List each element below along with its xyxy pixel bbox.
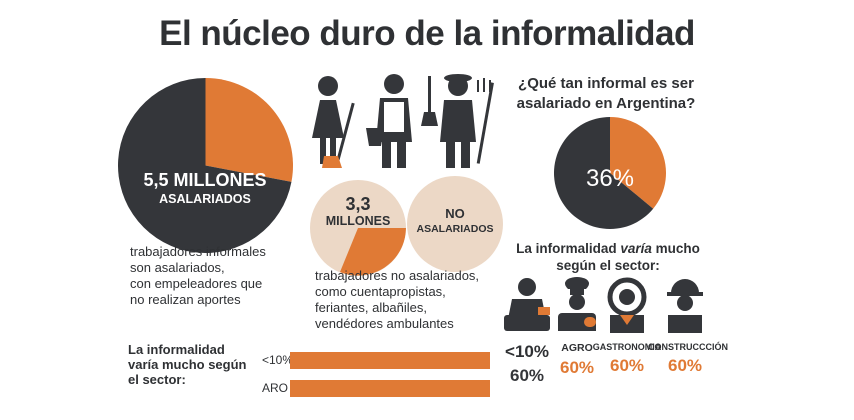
sector-label: AGRO: [561, 342, 593, 354]
people-illustration: [312, 74, 494, 168]
sector-item: GASTRONOMIA 60%: [590, 277, 664, 376]
big-number: 5,5 MILLONES: [143, 170, 267, 190]
middle-description: trabajadores no asalariados, como cuenta…: [315, 268, 515, 332]
no-salaried-line2: ASALARIADOS: [416, 223, 494, 235]
page-title: El núcleo duro de la informalidad: [159, 14, 695, 53]
bar-label: <10%: [262, 353, 294, 367]
sector-title-post: mucho: [655, 241, 700, 256]
left-desc-line: no realizan aportes: [130, 292, 241, 307]
construction-worker-icon: [667, 279, 703, 333]
pie-slice-informal: [610, 117, 666, 209]
bar-label: ARO: [262, 381, 289, 395]
bottom-text: La informalidad varía mucho según el sec…: [128, 342, 268, 387]
left-desc-line: trabajadores informales: [130, 244, 266, 259]
sector-title-pre: La informalidad: [516, 241, 617, 256]
sector-value: 60%: [509, 366, 545, 385]
left-desc-line: con empeleadores que: [130, 276, 263, 291]
millions-number: 3,3: [345, 194, 371, 214]
sector-item: CONSTRUCCCIÓN 60%: [648, 277, 728, 376]
pie-percent-label: 36%: [585, 165, 635, 192]
question-line: ¿Qué tan informal es ser: [518, 75, 694, 92]
bottom-text-line: varía mucho según: [128, 357, 247, 372]
pie-slice-rest: [118, 78, 292, 253]
sector-item: AGRO 60%: [540, 277, 614, 378]
sector-value: 60%: [559, 358, 595, 377]
pie-slice-highlight: [205, 78, 293, 182]
mid-desc-line: vendédores ambulantes: [315, 316, 454, 331]
millions-circle: 3,3 MILLONES: [310, 180, 406, 276]
mid-desc-line: trabajadores no asalariados,: [315, 268, 480, 283]
question-line: asalariado en Argentina?: [516, 95, 696, 112]
big-label: ASALARIADOS: [159, 192, 251, 206]
bar: [290, 380, 490, 397]
mid-desc-line: como cuentapropistas,: [315, 284, 446, 299]
small-pie-chart: [554, 117, 666, 229]
bottom-text-line: el sector:: [128, 372, 186, 387]
bar: [290, 352, 490, 369]
pie-slice-rest: [554, 117, 654, 229]
sector-value: 60%: [609, 356, 645, 375]
sector-title-line2: según el sector:: [556, 258, 660, 273]
sector-title: La informalidad varía mucho según el sec…: [492, 240, 724, 274]
bottom-text-line: La informalidad: [128, 342, 225, 357]
left-desc-line: son asalariados,: [130, 260, 225, 275]
question-text: ¿Qué tan informal es ser asalariado en A…: [506, 74, 706, 114]
farmer-pitchfork-icon: [421, 74, 494, 168]
sector-item: <10% 60%: [490, 277, 564, 386]
no-salaried-line1: NO: [445, 206, 465, 221]
office-worker-icon: [504, 278, 550, 331]
mid-desc-line: feriantes, albañiles,: [315, 300, 428, 315]
no-salaried-circle: NO ASALARIADOS: [407, 176, 503, 272]
sector-label: GASTRONOMIA: [592, 342, 662, 352]
left-description: trabajadores informales son asalariados,…: [130, 244, 310, 308]
sector-label: <10%: [505, 342, 549, 361]
sector-value: 60%: [667, 356, 703, 375]
waiter-icon: [607, 277, 647, 333]
worker-bucket-icon: [366, 74, 412, 168]
chef-icon: [558, 277, 596, 331]
big-pie-chart: [118, 78, 293, 253]
woman-broom-icon: [312, 76, 355, 168]
sector-title-emphasis: varía: [620, 241, 652, 256]
millions-label: MILLONES: [325, 214, 391, 228]
sector-label: CONSTRUCCCIÓN: [648, 342, 728, 352]
